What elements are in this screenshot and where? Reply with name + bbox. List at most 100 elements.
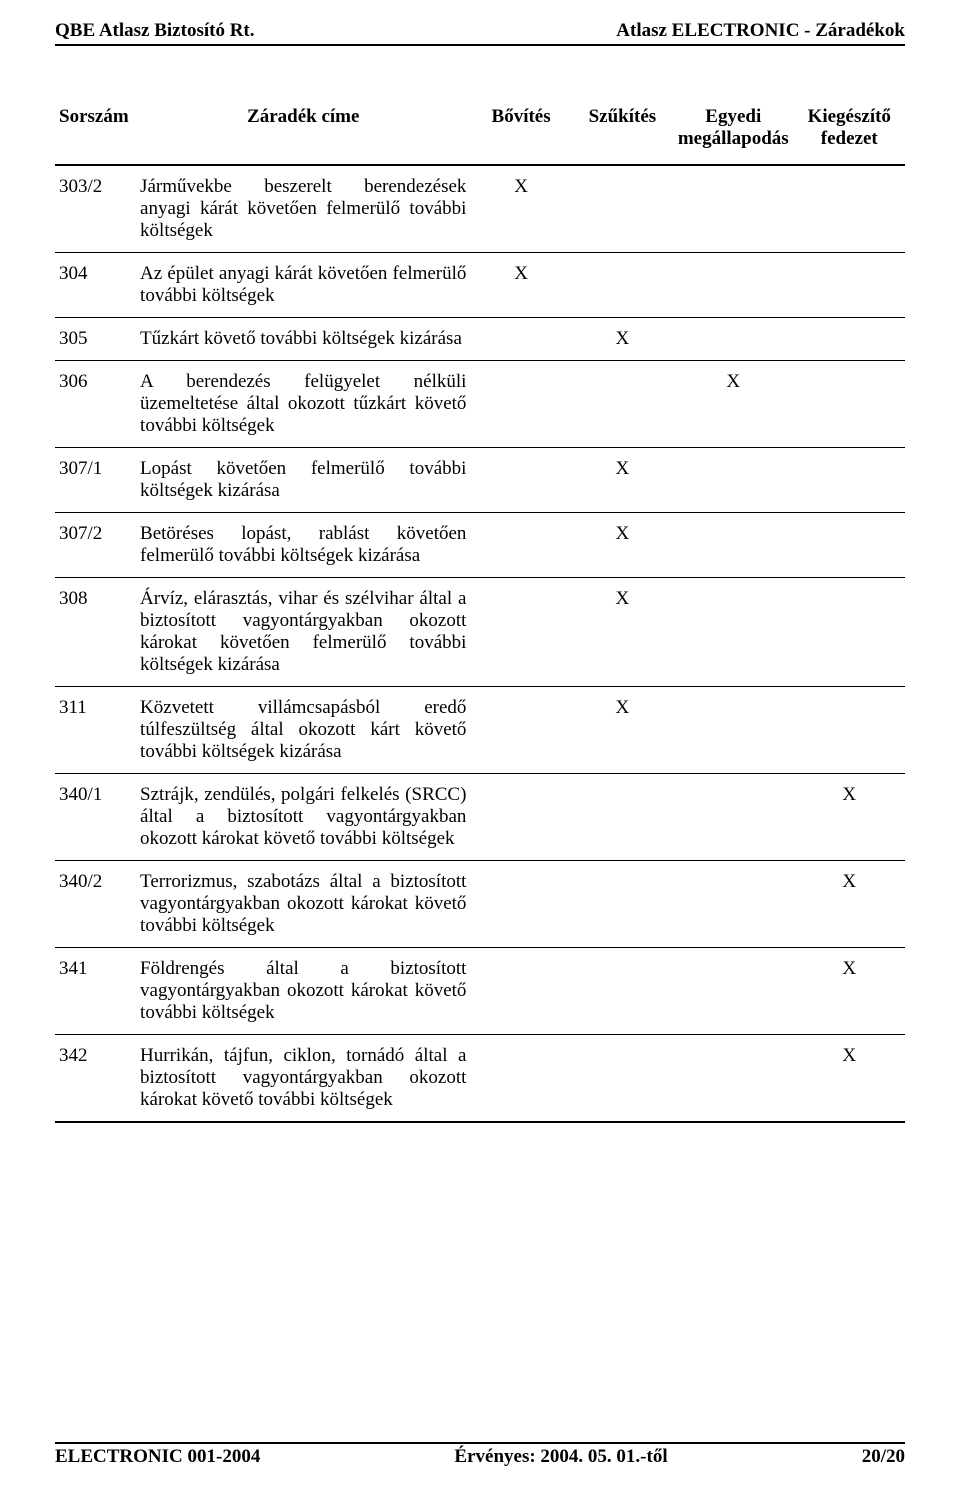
- col-szukites: Szűkítés: [572, 96, 673, 165]
- cell-kieg: X: [793, 861, 905, 948]
- cell-egyedi: [673, 948, 793, 1035]
- cell-title: Földrengés által a biztosított vagyontár…: [136, 948, 470, 1035]
- cell-egyedi: [673, 1035, 793, 1123]
- table-row: 340/2Terrorizmus, szabotázs által a bizt…: [55, 861, 905, 948]
- cell-szukites: [572, 361, 673, 448]
- cell-title: Az épület anyagi kárát követően felmerül…: [136, 253, 470, 318]
- table-row: 342Hurrikán, tájfun, ciklon, tornádó ált…: [55, 1035, 905, 1123]
- cell-kieg: [793, 687, 905, 774]
- cell-szukites: [572, 165, 673, 253]
- cell-egyedi: [673, 448, 793, 513]
- cell-bovites: X: [470, 165, 571, 253]
- table-row: 341Földrengés által a biztosított vagyon…: [55, 948, 905, 1035]
- cell-sorszam: 305: [55, 318, 136, 361]
- cell-kieg: X: [793, 948, 905, 1035]
- col-egyedi-line2: megállapodás: [678, 128, 789, 149]
- cell-egyedi: X: [673, 361, 793, 448]
- cell-bovites: X: [470, 253, 571, 318]
- cell-kieg: X: [793, 774, 905, 861]
- table-row: 306A berendezés felügyelet nélküli üzeme…: [55, 361, 905, 448]
- cell-bovites: [470, 448, 571, 513]
- cell-kieg: [793, 513, 905, 578]
- cell-sorszam: 306: [55, 361, 136, 448]
- cell-title: Betöréses lopást, rablást követően felme…: [136, 513, 470, 578]
- col-egyedi-line1: Egyedi: [705, 106, 761, 127]
- cell-szukites: [572, 861, 673, 948]
- table-row: 304Az épület anyagi kárát követően felme…: [55, 253, 905, 318]
- cell-title: A berendezés felügyelet nélküli üzemelte…: [136, 361, 470, 448]
- running-header: QBE Atlasz Biztosító Rt. Atlasz ELECTRON…: [55, 20, 905, 46]
- cell-sorszam: 307/2: [55, 513, 136, 578]
- cell-egyedi: [673, 578, 793, 687]
- cell-sorszam: 304: [55, 253, 136, 318]
- footer-right: 20/20: [862, 1446, 905, 1468]
- cell-sorszam: 308: [55, 578, 136, 687]
- col-bovites: Bővítés: [470, 96, 571, 165]
- cell-bovites: [470, 361, 571, 448]
- cell-szukites: [572, 948, 673, 1035]
- cell-egyedi: [673, 861, 793, 948]
- clauses-table: Sorszám Záradék címe Bővítés Szűkítés Eg…: [55, 96, 905, 1123]
- header-right: Atlasz ELECTRONIC - Záradékok: [616, 20, 905, 42]
- cell-sorszam: 307/1: [55, 448, 136, 513]
- table-row: 305Tűzkárt követő további költségek kizá…: [55, 318, 905, 361]
- cell-bovites: [470, 774, 571, 861]
- cell-egyedi: [673, 687, 793, 774]
- cell-kieg: X: [793, 1035, 905, 1123]
- page: QBE Atlasz Biztosító Rt. Atlasz ELECTRON…: [0, 0, 960, 1498]
- cell-title: Árvíz, elárasztás, vihar és szélvihar ál…: [136, 578, 470, 687]
- table-body: 303/2Járművekbe beszerelt berendezések a…: [55, 165, 905, 1122]
- spacer: [55, 1123, 905, 1422]
- cell-egyedi: [673, 513, 793, 578]
- col-kieg-line2: fedezet: [821, 128, 878, 149]
- cell-sorszam: 341: [55, 948, 136, 1035]
- cell-bovites: [470, 1035, 571, 1123]
- footer-center: Érvényes: 2004. 05. 01.-től: [454, 1446, 667, 1468]
- cell-kieg: [793, 361, 905, 448]
- cell-egyedi: [673, 253, 793, 318]
- cell-kieg: [793, 448, 905, 513]
- cell-sorszam: 311: [55, 687, 136, 774]
- table-row: 340/1Sztrájk, zendülés, polgári felkelés…: [55, 774, 905, 861]
- table-row: 307/1Lopást követően felmerülő további k…: [55, 448, 905, 513]
- table-header: Sorszám Záradék címe Bővítés Szűkítés Eg…: [55, 96, 905, 165]
- cell-szukites: X: [572, 687, 673, 774]
- footer-left: ELECTRONIC 001-2004: [55, 1446, 260, 1468]
- cell-szukites: X: [572, 578, 673, 687]
- running-footer: ELECTRONIC 001-2004 Érvényes: 2004. 05. …: [55, 1442, 905, 1468]
- col-cim: Záradék címe: [136, 96, 470, 165]
- cell-sorszam: 303/2: [55, 165, 136, 253]
- table-row: 311Közvetett villámcsapásból eredő túlfe…: [55, 687, 905, 774]
- cell-title: Lopást követően felmerülő további költsé…: [136, 448, 470, 513]
- cell-bovites: [470, 948, 571, 1035]
- table-row: 303/2Járművekbe beszerelt berendezések a…: [55, 165, 905, 253]
- cell-title: Terrorizmus, szabotázs által a biztosíto…: [136, 861, 470, 948]
- cell-bovites: [470, 513, 571, 578]
- header-left: QBE Atlasz Biztosító Rt.: [55, 20, 255, 42]
- col-sorszam: Sorszám: [55, 96, 136, 165]
- cell-egyedi: [673, 318, 793, 361]
- cell-title: Hurrikán, tájfun, ciklon, tornádó által …: [136, 1035, 470, 1123]
- cell-title: Járművekbe beszerelt berendezések anyagi…: [136, 165, 470, 253]
- col-kieg-line1: Kiegészítő: [808, 106, 891, 127]
- cell-bovites: [470, 318, 571, 361]
- cell-kieg: [793, 578, 905, 687]
- cell-szukites: X: [572, 513, 673, 578]
- table-row: 308Árvíz, elárasztás, vihar és szélvihar…: [55, 578, 905, 687]
- cell-title: Közvetett villámcsapásból eredő túlfeszü…: [136, 687, 470, 774]
- cell-szukites: X: [572, 318, 673, 361]
- cell-egyedi: [673, 165, 793, 253]
- cell-sorszam: 340/1: [55, 774, 136, 861]
- cell-bovites: [470, 578, 571, 687]
- cell-sorszam: 340/2: [55, 861, 136, 948]
- cell-szukites: [572, 774, 673, 861]
- table-row: 307/2Betöréses lopást, rablást követően …: [55, 513, 905, 578]
- cell-title: Tűzkárt követő további költségek kizárás…: [136, 318, 470, 361]
- col-kieg: Kiegészítő fedezet: [793, 96, 905, 165]
- cell-egyedi: [673, 774, 793, 861]
- cell-bovites: [470, 687, 571, 774]
- cell-szukites: [572, 1035, 673, 1123]
- cell-kieg: [793, 165, 905, 253]
- cell-sorszam: 342: [55, 1035, 136, 1123]
- cell-kieg: [793, 253, 905, 318]
